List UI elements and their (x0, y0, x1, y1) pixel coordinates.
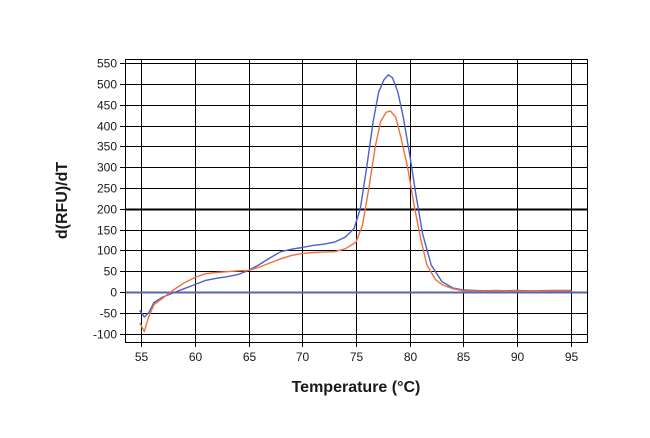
y-tick-label: 100 (97, 244, 117, 258)
axes: 55 60 65 70 75 80 85 90 95 -100 -50 0 50 100 150 200 250… (93, 57, 588, 364)
y-tick-label: 500 (97, 78, 117, 92)
x-tick-label: 75 (350, 350, 364, 364)
x-tick-label: 90 (511, 350, 525, 364)
x-tick-label: 95 (565, 350, 579, 364)
y-tick-label: 200 (97, 203, 117, 217)
y-tick-label: 50 (104, 265, 118, 279)
y-axis-title: d(RFU)/dT (54, 162, 71, 240)
y-tick-label: 350 (97, 140, 117, 154)
series-line-2 (139, 110, 572, 333)
y-tick-label: 250 (97, 182, 117, 196)
y-tick-label: -100 (93, 328, 117, 342)
x-axis-title: Temperature (°C) (292, 379, 421, 396)
x-tick-label: 65 (243, 350, 257, 364)
y-tick-label: 450 (97, 99, 117, 113)
y-tick-label: 300 (97, 161, 117, 175)
x-tick-label: 60 (189, 350, 203, 364)
y-tick-label: -50 (100, 307, 118, 321)
grid-lines (125, 59, 587, 342)
x-tick-label: 85 (457, 350, 471, 364)
y-tick-label: 550 (97, 57, 117, 71)
x-tick-label: 80 (404, 350, 418, 364)
x-tick-label: 55 (135, 350, 149, 364)
y-tick-label: 400 (97, 120, 117, 134)
series-line-1 (139, 74, 572, 318)
y-tick-label: 150 (97, 224, 117, 238)
x-tick-label: 70 (296, 350, 310, 364)
series-layer (125, 74, 587, 333)
y-tick-label: 0 (110, 286, 117, 300)
